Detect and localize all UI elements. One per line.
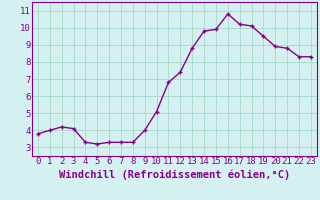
X-axis label: Windchill (Refroidissement éolien,°C): Windchill (Refroidissement éolien,°C) [59, 169, 290, 180]
